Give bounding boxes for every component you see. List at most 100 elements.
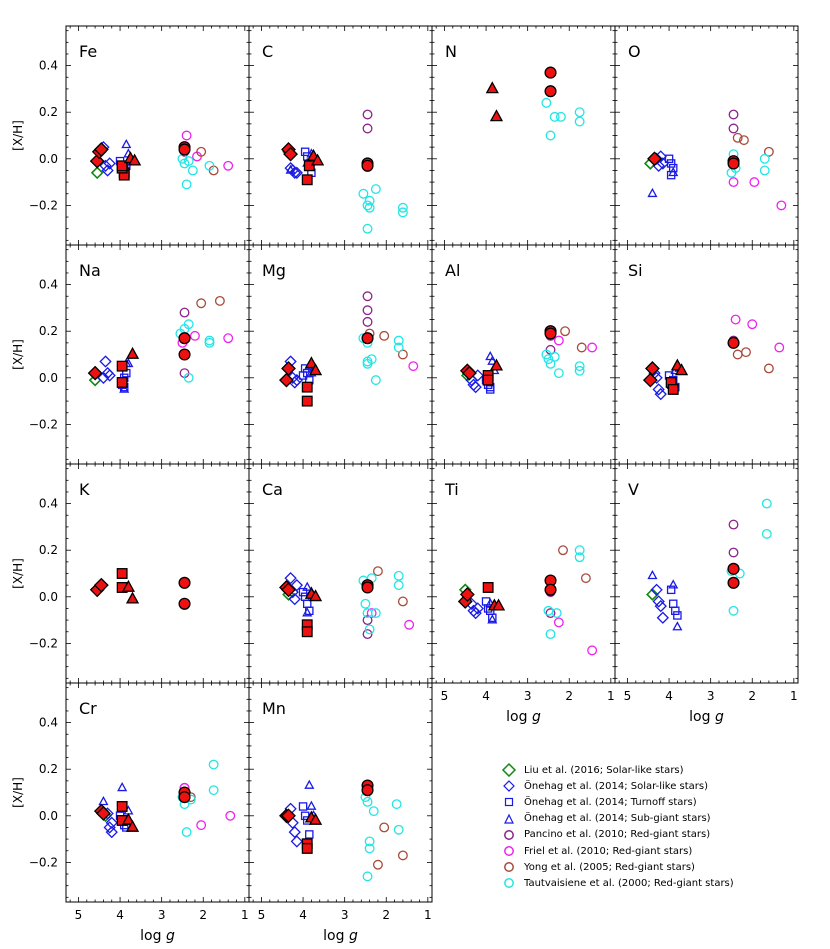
data-point-taut	[362, 871, 373, 882]
x-tick-label: 4	[665, 689, 673, 703]
data-point-taut	[574, 116, 585, 127]
data-point-onehag_sl	[105, 816, 118, 829]
legend-label: Friel et al. (2010; Red-giant stars)	[524, 845, 693, 857]
x-tick-label: 3	[707, 689, 715, 703]
data-point-taut	[553, 368, 564, 379]
element-label: Al	[445, 261, 460, 280]
data-point-this-work	[301, 626, 313, 638]
data-point-pancino	[362, 291, 373, 302]
x-axis-label: log g	[323, 928, 358, 944]
data-point-this-work	[674, 363, 689, 376]
legend-item: Tautvaisiene et al. (2000; Red-giant sta…	[498, 875, 818, 891]
data-point-yong	[763, 146, 774, 157]
x-tick-label: 3	[158, 908, 166, 922]
data-point-this-work	[361, 159, 374, 172]
data-point-pancino	[362, 629, 373, 640]
data-point-this-work	[482, 374, 494, 386]
legend-label: Önehag et al. (2014; Solar-like stars)	[524, 780, 709, 792]
data-point-friel	[553, 617, 564, 628]
data-point-onehag_sg	[117, 781, 128, 792]
panel-mn: 5 4 3 2 1 log g Mn	[248, 682, 433, 944]
data-point-this-work	[727, 157, 740, 170]
data-point-onehag_sl	[650, 583, 663, 596]
data-point-yong	[397, 850, 408, 861]
data-point-pancino	[728, 519, 739, 530]
element-label: Mn	[262, 699, 286, 718]
data-point-this-work	[303, 160, 315, 172]
data-point-onehag_to	[673, 611, 682, 620]
data-point-taut	[370, 608, 381, 619]
data-point-this-work	[667, 383, 679, 395]
data-point-taut	[397, 202, 408, 213]
panel-frame	[248, 463, 433, 684]
data-point-friel	[404, 619, 415, 630]
data-point-yong	[372, 859, 383, 870]
data-point-this-work	[462, 365, 477, 381]
legend-label: Yong et al. (2005; Red-giant stars)	[524, 861, 695, 873]
data-point-taut	[393, 824, 404, 835]
data-point-taut	[370, 375, 381, 386]
data-point-this-work	[178, 348, 191, 361]
data-point-taut	[362, 223, 373, 234]
data-point-onehag_sg	[121, 138, 132, 149]
data-point-this-work	[281, 361, 296, 376]
data-point-taut	[541, 97, 552, 108]
legend-item: Önehag et al. (2014; Solar-like stars)	[498, 778, 818, 794]
data-point-yong	[576, 342, 587, 353]
x-axis-label: log g	[140, 928, 175, 944]
data-point-pancino	[362, 615, 373, 626]
data-point-this-work	[178, 791, 191, 804]
data-point-this-work	[361, 332, 374, 345]
x-tick-label: 1	[607, 689, 615, 703]
panel-frame	[614, 244, 799, 465]
data-point-onehag_sl	[103, 821, 116, 834]
circle-marker-icon	[504, 878, 514, 889]
y-tick-label: −0.2	[29, 636, 58, 650]
panel-frame	[614, 463, 799, 684]
data-point-taut	[391, 799, 402, 810]
data-point-onehag_to	[666, 585, 676, 595]
data-point-this-work	[128, 153, 142, 166]
element-label: Si	[628, 261, 643, 280]
data-point-this-work	[125, 819, 140, 832]
data-point-onehag_to	[300, 147, 310, 157]
x-tick-label: 5	[441, 689, 449, 703]
data-point-onehag_sl	[652, 383, 665, 396]
panel-o: O	[614, 25, 799, 246]
panel-na: 0.4 0.2 0.0 −0.2 [X/H] Na	[11, 244, 250, 465]
x-tick-label: 3	[341, 908, 349, 922]
panel-ca: Ca	[248, 463, 433, 684]
data-point-onehag_sl	[469, 380, 482, 394]
data-point-yong	[397, 349, 408, 360]
y-tick-label: −0.2	[29, 855, 58, 869]
x-tick-label: 1	[241, 908, 249, 922]
data-point-this-work	[544, 66, 557, 79]
y-tick-label: 0.2	[39, 543, 58, 557]
data-point-taut	[368, 806, 379, 817]
legend-item: Liu et al. (2016; Solar-like stars)	[498, 762, 818, 778]
data-point-this-work	[121, 579, 135, 592]
data-point-yong	[738, 135, 749, 146]
data-point-friel	[587, 645, 598, 656]
data-point-taut	[364, 624, 375, 635]
legend-label: Tautvaisiene et al. (2000; Red-giant sta…	[524, 877, 734, 889]
panel-frame	[248, 244, 433, 465]
data-point-this-work	[489, 109, 504, 122]
y-tick-label: −0.2	[29, 417, 58, 431]
diamond-marker-icon	[501, 763, 517, 778]
data-point-yong	[214, 295, 225, 306]
data-point-this-work	[301, 842, 313, 854]
data-point-taut	[393, 342, 404, 353]
x-tick-label: 2	[565, 689, 573, 703]
panel-si: Si	[614, 244, 799, 465]
element-label: V	[628, 480, 639, 499]
x-tick-label: 4	[116, 908, 124, 922]
circle-marker-icon	[504, 829, 514, 840]
data-point-friel	[728, 177, 739, 188]
data-point-onehag_sl	[103, 157, 116, 170]
data-point-friel	[225, 810, 236, 821]
panel-k: 0.4 0.2 0.0 −0.2 [X/H] K	[11, 463, 250, 684]
data-point-yong	[558, 545, 568, 556]
element-label: Fe	[79, 42, 97, 61]
x-tick-label: 4	[482, 689, 490, 703]
